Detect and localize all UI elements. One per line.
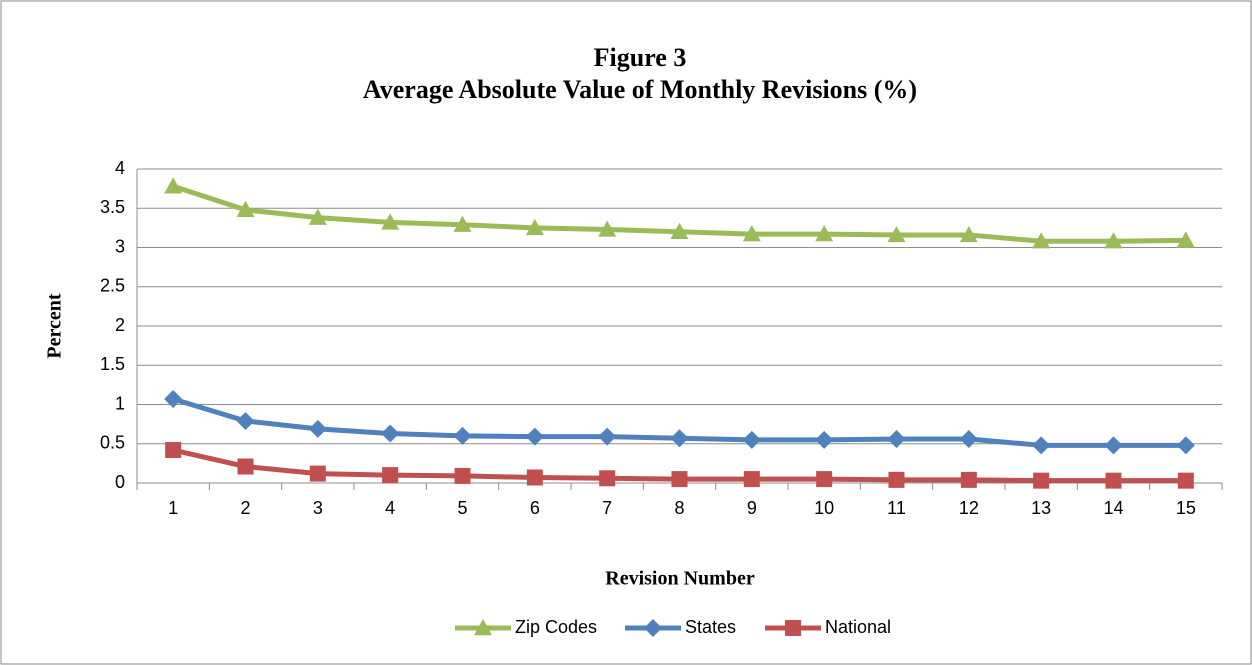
data-point [598, 220, 617, 237]
data-point [743, 471, 760, 488]
x-tick-label: 12 [959, 498, 979, 518]
data-point [887, 225, 906, 243]
data-point [309, 465, 326, 482]
chart-title: Figure 3 [594, 43, 687, 72]
data-point [816, 471, 833, 488]
data-point [1033, 472, 1050, 489]
y-tick-label: 1.5 [100, 354, 125, 374]
legend-marker [644, 619, 662, 637]
y-tick-label: 2.5 [100, 276, 125, 296]
legend-marker [474, 619, 492, 636]
chart-subtitle: Average Absolute Value of Monthly Revisi… [363, 75, 917, 104]
y-tick-label: 0.5 [100, 433, 125, 453]
data-point [454, 467, 471, 484]
y-tick-label: 3 [115, 236, 125, 256]
data-point [526, 469, 543, 486]
data-point [815, 225, 834, 242]
y-tick-label: 4 [115, 158, 125, 178]
data-point [670, 429, 689, 448]
x-tick-label: 11 [887, 498, 906, 518]
data-point [888, 471, 905, 488]
x-tick-label: 2 [240, 498, 250, 518]
data-point [1104, 232, 1123, 249]
data-point [1104, 436, 1123, 455]
data-point [599, 470, 616, 487]
data-point [165, 442, 182, 459]
data-point [1032, 436, 1051, 455]
data-point [1177, 472, 1194, 489]
y-tick-label: 3.5 [100, 197, 125, 217]
x-tick-label: 3 [313, 498, 323, 518]
x-tick-label: 4 [385, 498, 395, 518]
x-tick-label: 7 [602, 498, 612, 518]
data-point [1176, 436, 1195, 455]
x-tick-label: 9 [747, 498, 757, 518]
data-point [308, 208, 327, 225]
data-point [308, 419, 327, 438]
x-axis-label: Revision Number [605, 568, 755, 590]
y-tick-label: 0 [115, 472, 125, 492]
data-point [381, 424, 400, 443]
x-tick-label: 13 [1031, 498, 1051, 518]
data-point [959, 430, 978, 449]
data-point [671, 471, 688, 488]
data-point [453, 215, 472, 232]
y-axis-label: Percent [44, 293, 66, 358]
x-tick-label: 15 [1176, 498, 1196, 518]
data-point [1105, 472, 1122, 489]
x-tick-label: 5 [457, 498, 467, 518]
data-point [1176, 231, 1195, 248]
x-tick-label: 14 [1103, 498, 1123, 518]
x-tick-label: 8 [674, 498, 684, 518]
legend-marker [785, 620, 801, 636]
data-point [960, 471, 977, 488]
data-point [164, 177, 183, 194]
y-tick-label: 2 [115, 315, 125, 335]
legend-label: States [685, 617, 736, 637]
data-point [525, 218, 544, 236]
data-point [1032, 232, 1051, 249]
data-point [742, 430, 761, 449]
x-tick-label: 10 [814, 498, 834, 518]
data-point [237, 458, 254, 475]
data-point [670, 222, 689, 239]
data-point [887, 430, 906, 449]
data-point [959, 225, 978, 243]
data-point [525, 427, 544, 446]
data-point [236, 200, 255, 218]
legend-label: National [825, 617, 891, 637]
data-point [381, 213, 400, 230]
x-tick-label: 1 [168, 498, 178, 518]
x-tick-label: 6 [530, 498, 540, 518]
data-point [453, 426, 472, 445]
data-point [815, 430, 834, 449]
data-point [236, 411, 255, 430]
data-point [742, 225, 761, 242]
data-point [598, 427, 617, 446]
y-tick-label: 1 [115, 393, 125, 413]
data-point [164, 390, 183, 409]
data-point [382, 467, 399, 484]
legend-label: Zip Codes [515, 617, 597, 637]
